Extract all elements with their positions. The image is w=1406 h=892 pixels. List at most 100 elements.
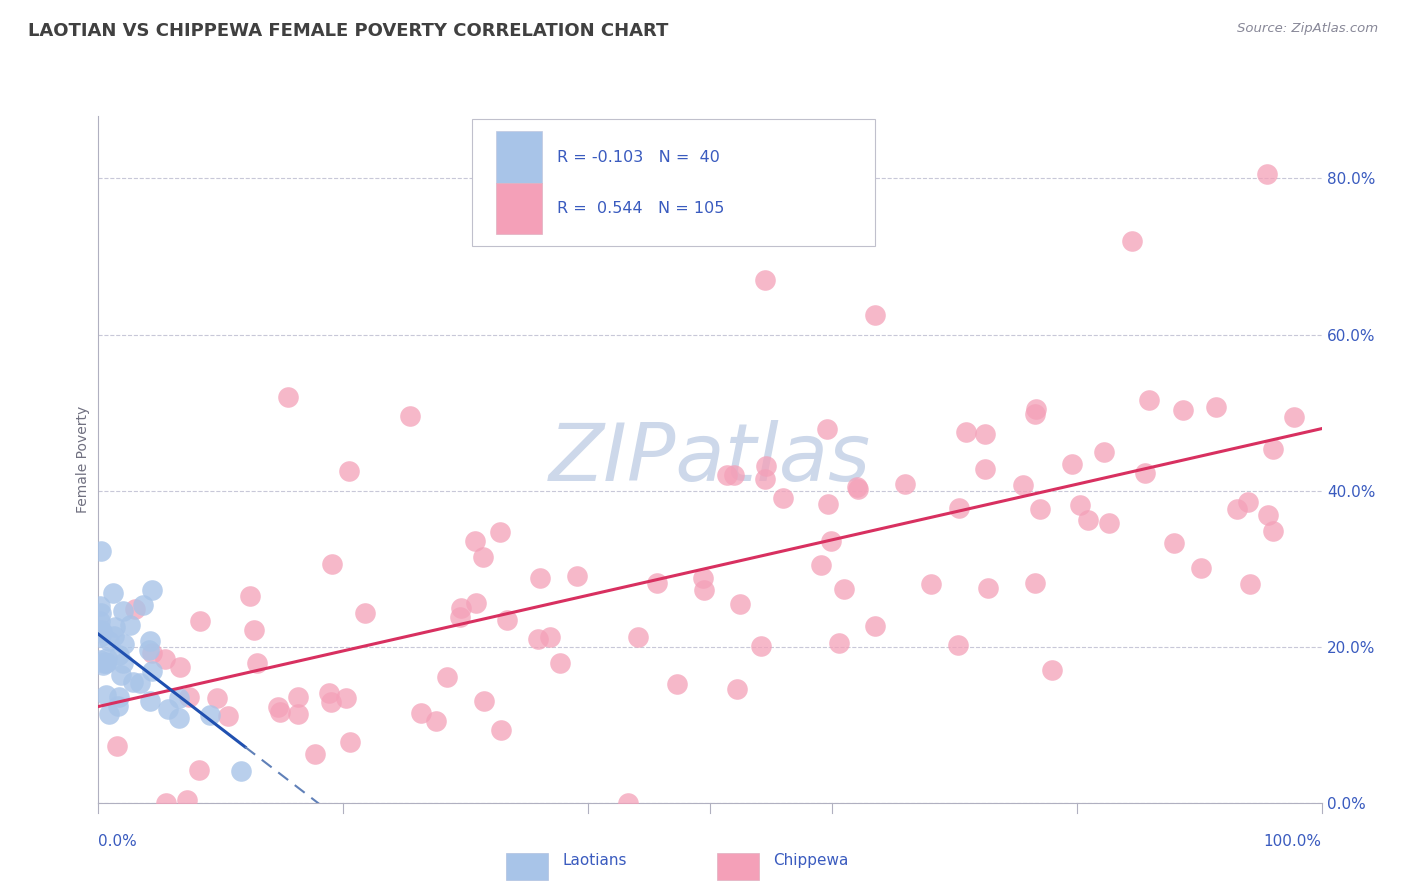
Point [472, 694, 495, 708]
Point [101, 586, 124, 600]
Point [287, 690, 309, 704]
Point [267, 700, 290, 714]
Point [974, 462, 997, 476]
Point [93, 657, 115, 671]
Point [846, 482, 869, 496]
Text: Source: ZipAtlas.com: Source: ZipAtlas.com [1237, 22, 1378, 36]
Point [617, 796, 640, 810]
Point [716, 467, 738, 482]
Point [205, 690, 228, 705]
Point [155, 796, 177, 810]
Point [1077, 513, 1099, 527]
Point [167, 690, 190, 705]
Point [828, 636, 851, 650]
Point [94, 656, 117, 670]
Point [755, 458, 778, 473]
Point [157, 702, 180, 716]
Point [104, 620, 127, 634]
Point [89, 599, 111, 613]
Point [1121, 234, 1143, 248]
Point [108, 690, 131, 704]
Point [138, 642, 160, 657]
Point [1097, 516, 1119, 531]
Point [772, 491, 794, 506]
Point [449, 610, 471, 624]
Point [496, 613, 519, 627]
Point [665, 677, 688, 691]
Point [1256, 168, 1278, 182]
Point [425, 714, 447, 728]
Point [728, 597, 751, 611]
Point [121, 674, 143, 689]
Point [90, 623, 112, 637]
Text: 100.0%: 100.0% [1264, 834, 1322, 849]
Point [141, 583, 163, 598]
Text: ZIPatlas: ZIPatlas [548, 420, 872, 499]
Point [1263, 442, 1285, 456]
Point [277, 390, 299, 404]
Point [231, 764, 253, 779]
Point [94, 655, 117, 669]
Point [832, 582, 855, 596]
Text: Laotians: Laotians [562, 854, 627, 868]
Point [98, 633, 121, 648]
Text: LAOTIAN VS CHIPPEWA FEMALE POVERTY CORRELATION CHART: LAOTIAN VS CHIPPEWA FEMALE POVERTY CORRE… [28, 22, 668, 40]
Point [754, 273, 776, 287]
Point [863, 619, 886, 633]
Point [103, 629, 125, 643]
Point [436, 670, 458, 684]
Point [538, 630, 561, 644]
Point [627, 630, 650, 644]
Point [1062, 457, 1084, 471]
Point [335, 691, 357, 706]
Point [1024, 407, 1046, 421]
Point [141, 646, 163, 660]
Point [132, 598, 155, 612]
FancyBboxPatch shape [496, 131, 543, 183]
Point [920, 576, 942, 591]
Point [1226, 502, 1249, 516]
Point [647, 576, 669, 591]
Point [1257, 508, 1279, 522]
Point [354, 606, 377, 620]
Point [955, 425, 977, 439]
Point [139, 634, 162, 648]
Point [464, 534, 486, 549]
Point [977, 581, 1000, 595]
Point [693, 582, 716, 597]
Point [89, 653, 111, 667]
Point [169, 711, 191, 725]
Point [110, 668, 132, 682]
Point [472, 549, 495, 564]
Text: Chippewa: Chippewa [773, 854, 849, 868]
Point [973, 426, 995, 441]
Point [89, 614, 111, 628]
Point [1011, 478, 1033, 492]
Point [1205, 400, 1227, 414]
Point [318, 686, 340, 700]
Text: R = -0.103   N =  40: R = -0.103 N = 40 [557, 150, 720, 165]
Point [238, 589, 260, 603]
Point [108, 648, 131, 663]
Point [188, 614, 211, 628]
Point [527, 632, 550, 646]
Point [112, 636, 135, 650]
Point [96, 651, 118, 665]
Point [169, 660, 191, 674]
Point [948, 500, 970, 515]
Point [1261, 524, 1284, 538]
Point [725, 681, 748, 696]
Point [489, 723, 512, 738]
Point [337, 464, 360, 478]
Point [1239, 577, 1261, 591]
Point [94, 688, 117, 702]
Point [176, 793, 198, 807]
Point [177, 690, 200, 704]
Point [464, 596, 486, 610]
Point [90, 543, 112, 558]
Point [1025, 401, 1047, 416]
Point [188, 763, 211, 777]
Point [217, 709, 239, 723]
Point [1173, 403, 1195, 417]
Point [1040, 663, 1063, 677]
